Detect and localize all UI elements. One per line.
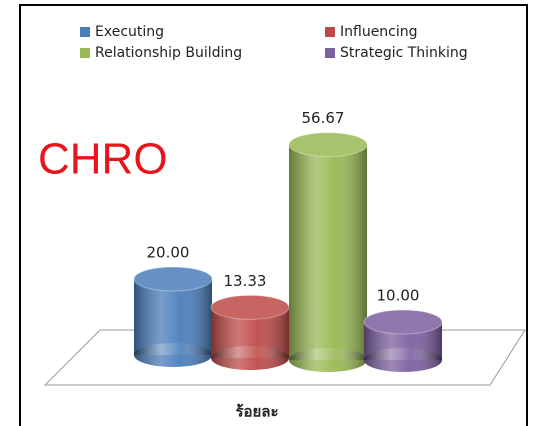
bar-body-shade [134,279,212,355]
legend-swatch [325,48,335,58]
legend: Executing Influencing Relationship Buildin… [80,24,468,61]
legend-label: Influencing [340,24,418,40]
value-label: 56.67 [302,109,345,127]
bar-top-shade [211,295,289,320]
legend-swatch [80,48,90,58]
value-label: 13.33 [224,272,267,290]
bar-body-shade [289,144,367,360]
value-label: 10.00 [377,287,420,305]
bar-top-shade [364,310,442,334]
legend-label: Executing [95,24,164,40]
bar [210,294,290,370]
bar-top [133,266,213,292]
bar-top-shade [134,267,212,291]
legend-label: Relationship Building [95,45,242,61]
bar-top [288,132,368,158]
bar-top-shade [289,132,367,157]
legend-swatch [80,27,90,37]
legend-label: Strategic Thinking [340,45,468,61]
legend-swatch [325,27,335,37]
x-axis-label: ร้อยละ [235,403,278,421]
annotation: CHRO [38,135,168,184]
value-label: 20.00 [147,244,190,262]
bar [363,309,443,372]
bar [133,266,213,367]
bar-top [363,309,443,335]
bar [288,132,368,372]
